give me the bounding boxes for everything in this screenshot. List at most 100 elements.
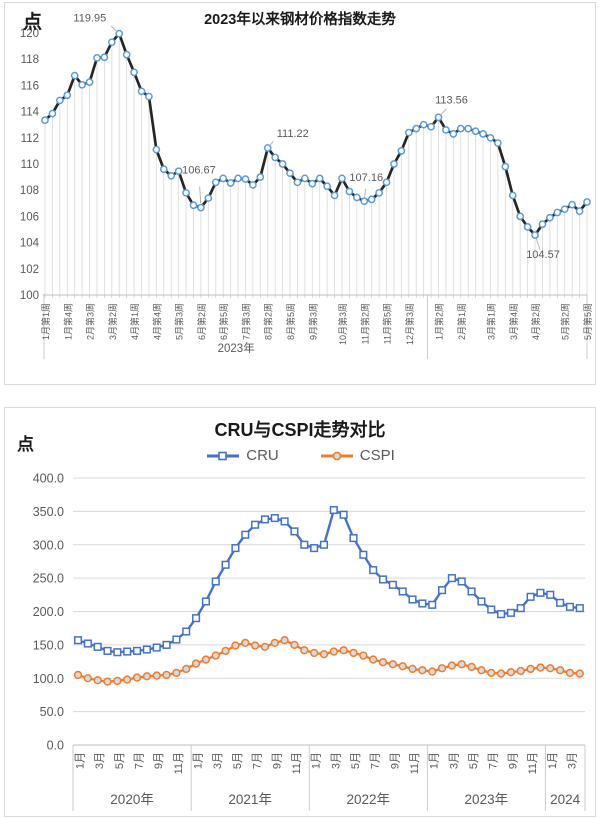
svg-text:5月: 5月 <box>232 752 244 769</box>
svg-text:350.0: 350.0 <box>33 505 64 519</box>
svg-text:5月第5周: 5月第5周 <box>582 303 593 340</box>
svg-text:3月第1周: 3月第1周 <box>485 303 496 340</box>
svg-text:3月: 3月 <box>330 752 342 769</box>
x-axis-structure <box>72 745 586 811</box>
svg-text:110: 110 <box>21 159 39 171</box>
x-axis-labels: 1月第1周 1月第4周 2月第3周 3月第2周 4月第1周 4月第4周 5月第3周 6月第2周… <box>40 303 593 345</box>
svg-text:5月: 5月 <box>468 752 480 769</box>
svg-text:1月: 1月 <box>75 752 87 769</box>
svg-text:3月: 3月 <box>212 752 224 769</box>
svg-text:9月: 9月 <box>153 752 165 769</box>
svg-text:11月: 11月 <box>409 752 421 774</box>
svg-text:1月第1周: 1月第1周 <box>40 303 51 340</box>
svg-text:11月: 11月 <box>291 752 303 774</box>
cspi-legend-marker <box>320 451 353 460</box>
top-chart-title: 2023年以来钢材价格指数走势 <box>204 12 396 28</box>
y-axis-labels: 400.0 350.0 300.0 250.0 200.0 150.0 100.0 50.0 0… <box>33 472 64 753</box>
svg-text:2023年: 2023年 <box>465 792 509 807</box>
svg-text:2月第3周: 2月第3周 <box>85 303 96 340</box>
bottom-chart-title: CRU与CSPI走势对比 <box>214 420 386 440</box>
svg-text:5月第3周: 5月第3周 <box>174 303 185 340</box>
svg-text:114: 114 <box>21 107 40 119</box>
svg-text:11月: 11月 <box>173 752 185 774</box>
svg-text:5月: 5月 <box>350 752 362 769</box>
svg-text:2月第1周: 2月第1周 <box>456 303 467 340</box>
cru-series-line <box>77 508 580 654</box>
svg-text:3月: 3月 <box>566 752 578 769</box>
svg-text:106: 106 <box>20 211 39 223</box>
svg-text:107.16: 107.16 <box>349 172 383 184</box>
svg-text:150.0: 150.0 <box>33 638 64 652</box>
svg-text:9月: 9月 <box>507 752 519 769</box>
legend-label-cspi: CSPI <box>359 447 395 464</box>
svg-text:50.0: 50.0 <box>40 705 64 719</box>
svg-text:9月第3周: 9月第3周 <box>307 303 318 340</box>
svg-text:12月第3周: 12月第3周 <box>404 303 415 345</box>
svg-text:2020年: 2020年 <box>110 792 154 807</box>
svg-text:112: 112 <box>21 133 39 145</box>
svg-text:104: 104 <box>20 238 40 250</box>
svg-text:116: 116 <box>21 80 39 92</box>
x-axis-year-labels: 2020年 2021年 2022年 2023年 2024 <box>110 792 580 807</box>
svg-text:7月: 7月 <box>488 752 500 769</box>
x-axis-year-label: 2023年 <box>218 341 255 355</box>
svg-text:100: 100 <box>20 290 39 302</box>
svg-text:113.56: 113.56 <box>435 94 468 106</box>
svg-text:2024: 2024 <box>550 792 581 807</box>
svg-text:5月第2周: 5月第2周 <box>560 303 571 340</box>
svg-text:7月第3周: 7月第3周 <box>240 303 251 340</box>
cru-cspi-plot: 400.0 350.0 300.0 250.0 200.0 150.0 100.0 50.0 0… <box>33 472 586 811</box>
svg-text:118: 118 <box>21 54 39 66</box>
svg-text:7月: 7月 <box>370 752 382 769</box>
svg-text:8月第2周: 8月第2周 <box>263 303 274 340</box>
y-axis-labels: 120 118 116 114 112 110 108 106 104 102 100 <box>20 28 40 302</box>
svg-text:6月第5周: 6月第5周 <box>218 303 229 340</box>
svg-text:250.0: 250.0 <box>33 572 64 586</box>
steel-index-chart-card: 120 118 116 114 112 110 108 106 104 102 100 1月第1周 1月… <box>4 2 596 385</box>
x-axis-month-labels: 1月 3月 5月 7月 9月 11月 1月 3月 5月 7月 9月 11月 1月 3月 5月 7月 9月 11月 1… <box>75 752 579 774</box>
x-axis <box>43 294 588 359</box>
bottom-unit-label: 点 <box>17 435 34 454</box>
svg-text:2021年: 2021年 <box>228 792 272 807</box>
svg-text:9月: 9月 <box>389 752 401 769</box>
svg-text:2022年: 2022年 <box>346 792 390 807</box>
svg-text:11月第2周: 11月第2周 <box>359 303 370 344</box>
svg-text:4月第1周: 4月第1周 <box>129 303 140 340</box>
svg-text:104.57: 104.57 <box>526 249 560 261</box>
legend-label-cru: CRU <box>246 447 279 464</box>
legend-item-cru: CRU <box>205 448 279 463</box>
svg-text:1月第4周: 1月第4周 <box>62 303 73 340</box>
svg-text:1月第2周: 1月第2周 <box>434 303 445 340</box>
data-annotations: 119.95 106.67 111.22 107.16 113.56 104.57 <box>73 13 559 261</box>
top-unit-label: 点 <box>23 12 43 33</box>
svg-text:7月: 7月 <box>134 752 146 769</box>
cspi-series-line <box>77 639 580 683</box>
svg-text:7月: 7月 <box>252 752 264 769</box>
svg-text:3月第4周: 3月第4周 <box>508 303 519 340</box>
svg-text:5月: 5月 <box>114 752 126 769</box>
cru-cspi-chart-card: 400.0 350.0 300.0 250.0 200.0 150.0 100.0 50.0 0… <box>4 407 596 817</box>
svg-text:3月: 3月 <box>448 752 460 769</box>
svg-text:400.0: 400.0 <box>33 472 64 486</box>
cru-series-markers <box>73 505 584 657</box>
svg-text:3月第2周: 3月第2周 <box>107 303 118 340</box>
svg-text:300.0: 300.0 <box>33 538 64 552</box>
cru-legend-marker <box>207 451 240 460</box>
svg-text:2023年: 2023年 <box>218 341 255 355</box>
svg-text:1月: 1月 <box>311 752 323 769</box>
svg-text:119.95: 119.95 <box>73 13 106 25</box>
drop-lines <box>44 37 588 295</box>
svg-text:6月第2周: 6月第2周 <box>196 303 207 340</box>
steel-index-series-markers <box>41 29 591 239</box>
svg-text:4月第2周: 4月第2周 <box>530 303 541 340</box>
cspi-series-markers <box>73 636 584 686</box>
svg-text:8月第5周: 8月第5周 <box>285 303 296 340</box>
svg-text:1月: 1月 <box>547 752 559 769</box>
svg-text:4月第4周: 4月第4周 <box>151 303 162 340</box>
svg-text:1月: 1月 <box>429 752 441 769</box>
svg-text:120: 120 <box>20 28 39 40</box>
svg-text:111.22: 111.22 <box>277 128 309 140</box>
legend-item-cspi: CSPI <box>319 448 395 463</box>
svg-text:11月: 11月 <box>527 752 539 774</box>
